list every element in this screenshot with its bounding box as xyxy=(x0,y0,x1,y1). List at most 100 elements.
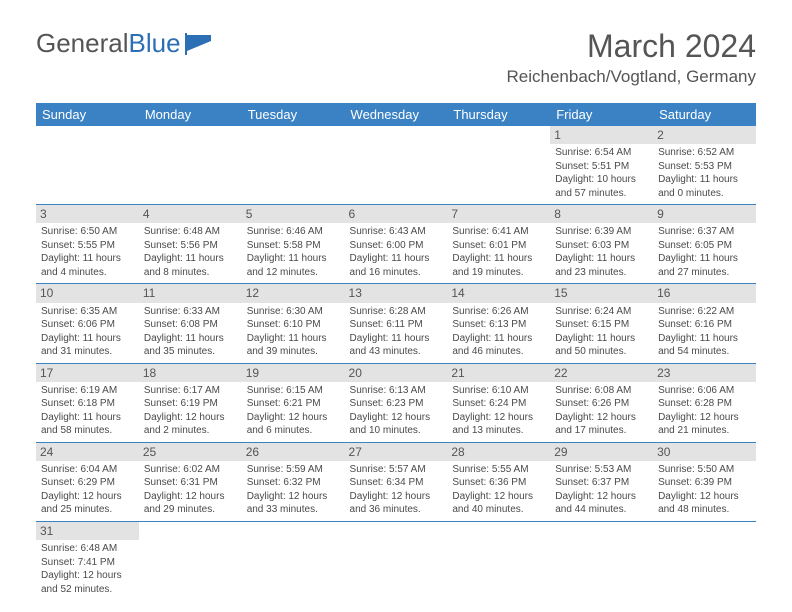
calendar-cell xyxy=(550,521,653,600)
logo: GeneralBlue xyxy=(36,28,213,59)
day-number: 3 xyxy=(36,205,139,223)
day-info: Sunrise: 6:13 AMSunset: 6:23 PMDaylight:… xyxy=(350,384,443,438)
calendar-cell: 23 Sunrise: 6:06 AMSunset: 6:28 PMDayligh… xyxy=(653,363,756,442)
day-number: 4 xyxy=(139,205,242,223)
calendar-cell: 21 Sunrise: 6:10 AMSunset: 6:24 PMDayligh… xyxy=(447,363,550,442)
day-info: Sunrise: 6:43 AMSunset: 6:00 PMDaylight:… xyxy=(350,225,443,279)
calendar-cell xyxy=(447,126,550,205)
day-header: Tuesday xyxy=(242,103,345,126)
day-info: Sunrise: 6:26 AMSunset: 6:13 PMDaylight:… xyxy=(452,305,545,359)
page-title: March 2024 xyxy=(507,28,757,65)
calendar-cell: 12Sunrise: 6:30 AMSunset: 6:10 PMDayligh… xyxy=(242,284,345,363)
calendar-cell xyxy=(242,126,345,205)
day-header: Sunday xyxy=(36,103,139,126)
day-number: 24 xyxy=(36,443,139,461)
day-number: 23 xyxy=(653,364,756,382)
day-header: Friday xyxy=(550,103,653,126)
calendar-cell xyxy=(447,521,550,600)
day-info: Sunrise: 6:48 AMSunset: 5:56 PMDaylight:… xyxy=(144,225,237,279)
day-info: Sunrise: 6:48 AMSunset: 7:41 PMDaylight:… xyxy=(41,542,134,596)
calendar-cell xyxy=(345,126,448,205)
day-info: Sunrise: 6:24 AMSunset: 6:15 PMDaylight:… xyxy=(555,305,648,359)
calendar-cell: 13Sunrise: 6:28 AMSunset: 6:11 PMDayligh… xyxy=(345,284,448,363)
day-number: 15 xyxy=(550,284,653,302)
day-info: Sunrise: 6:17 AMSunset: 6:19 PMDaylight:… xyxy=(144,384,237,438)
calendar-cell: 27 Sunrise: 5:57 AMSunset: 6:34 PMDayligh… xyxy=(345,442,448,521)
day-number: 16 xyxy=(653,284,756,302)
calendar-cell: 8 Sunrise: 6:39 AMSunset: 6:03 PMDaylight… xyxy=(550,205,653,284)
calendar-cell: 2 Sunrise: 6:52 AMSunset: 5:53 PMDaylight… xyxy=(653,126,756,205)
day-number: 2 xyxy=(653,126,756,144)
calendar-cell: 17 Sunrise: 6:19 AMSunset: 6:18 PMDayligh… xyxy=(36,363,139,442)
day-number: 18 xyxy=(139,364,242,382)
calendar-cell xyxy=(139,521,242,600)
logo-text-1: General xyxy=(36,28,129,59)
calendar-body: 1 Sunrise: 6:54 AMSunset: 5:51 PMDaylight… xyxy=(36,126,756,600)
day-info: Sunrise: 6:22 AMSunset: 6:16 PMDaylight:… xyxy=(658,305,751,359)
calendar-cell: 16 Sunrise: 6:22 AMSunset: 6:16 PMDayligh… xyxy=(653,284,756,363)
day-number: 29 xyxy=(550,443,653,461)
day-info: Sunrise: 5:57 AMSunset: 6:34 PMDaylight:… xyxy=(350,463,443,517)
day-info: Sunrise: 6:39 AMSunset: 6:03 PMDaylight:… xyxy=(555,225,648,279)
day-info: Sunrise: 6:33 AMSunset: 6:08 PMDaylight:… xyxy=(144,305,237,359)
calendar-cell: 3Sunrise: 6:50 AMSunset: 5:55 PMDaylight… xyxy=(36,205,139,284)
day-number: 1 xyxy=(550,126,653,144)
day-info: Sunrise: 5:59 AMSunset: 6:32 PMDaylight:… xyxy=(247,463,340,517)
day-info: Sunrise: 6:41 AMSunset: 6:01 PMDaylight:… xyxy=(452,225,545,279)
day-number: 31 xyxy=(36,522,139,540)
day-number: 28 xyxy=(447,443,550,461)
calendar-cell: 4 Sunrise: 6:48 AMSunset: 5:56 PMDaylight… xyxy=(139,205,242,284)
day-info: Sunrise: 6:54 AMSunset: 5:51 PMDaylight:… xyxy=(555,146,648,200)
day-info: Sunrise: 6:19 AMSunset: 6:18 PMDaylight:… xyxy=(41,384,134,438)
calendar-cell: 11 Sunrise: 6:33 AMSunset: 6:08 PMDayligh… xyxy=(139,284,242,363)
calendar-cell: 22 Sunrise: 6:08 AMSunset: 6:26 PMDayligh… xyxy=(550,363,653,442)
day-info: Sunrise: 5:55 AMSunset: 6:36 PMDaylight:… xyxy=(452,463,545,517)
calendar-cell: 10Sunrise: 6:35 AMSunset: 6:06 PMDayligh… xyxy=(36,284,139,363)
day-number: 8 xyxy=(550,205,653,223)
calendar-cell: 14Sunrise: 6:26 AMSunset: 6:13 PMDayligh… xyxy=(447,284,550,363)
day-info: Sunrise: 6:46 AMSunset: 5:58 PMDaylight:… xyxy=(247,225,340,279)
day-number: 5 xyxy=(242,205,345,223)
day-header: Saturday xyxy=(653,103,756,126)
day-number: 25 xyxy=(139,443,242,461)
calendar-cell xyxy=(36,126,139,205)
logo-flag-icon xyxy=(185,33,213,55)
calendar-cell: 5 Sunrise: 6:46 AMSunset: 5:58 PMDaylight… xyxy=(242,205,345,284)
calendar-cell: 28 Sunrise: 5:55 AMSunset: 6:36 PMDayligh… xyxy=(447,442,550,521)
day-number: 11 xyxy=(139,284,242,302)
logo-text-2: Blue xyxy=(129,28,181,59)
day-header: Monday xyxy=(139,103,242,126)
day-info: Sunrise: 6:04 AMSunset: 6:29 PMDaylight:… xyxy=(41,463,134,517)
day-info: Sunrise: 6:37 AMSunset: 6:05 PMDaylight:… xyxy=(658,225,751,279)
day-number: 22 xyxy=(550,364,653,382)
day-info: Sunrise: 6:10 AMSunset: 6:24 PMDaylight:… xyxy=(452,384,545,438)
title-block: March 2024 Reichenbach/Vogtland, Germany xyxy=(507,28,757,87)
day-info: Sunrise: 6:06 AMSunset: 6:28 PMDaylight:… xyxy=(658,384,751,438)
day-number: 30 xyxy=(653,443,756,461)
page-location: Reichenbach/Vogtland, Germany xyxy=(507,67,757,87)
calendar-head: SundayMondayTuesdayWednesdayThursdayFrid… xyxy=(36,103,756,126)
calendar-cell: 25 Sunrise: 6:02 AMSunset: 6:31 PMDayligh… xyxy=(139,442,242,521)
calendar-cell: 18 Sunrise: 6:17 AMSunset: 6:19 PMDayligh… xyxy=(139,363,242,442)
day-number: 17 xyxy=(36,364,139,382)
calendar-cell xyxy=(345,521,448,600)
day-info: Sunrise: 6:35 AMSunset: 6:06 PMDaylight:… xyxy=(41,305,134,359)
calendar-cell: 20Sunrise: 6:13 AMSunset: 6:23 PMDayligh… xyxy=(345,363,448,442)
calendar-cell xyxy=(653,521,756,600)
day-header: Thursday xyxy=(447,103,550,126)
day-info: Sunrise: 6:15 AMSunset: 6:21 PMDaylight:… xyxy=(247,384,340,438)
calendar-table: SundayMondayTuesdayWednesdayThursdayFrid… xyxy=(36,103,756,600)
day-number: 6 xyxy=(345,205,448,223)
day-info: Sunrise: 6:08 AMSunset: 6:26 PMDaylight:… xyxy=(555,384,648,438)
day-info: Sunrise: 6:02 AMSunset: 6:31 PMDaylight:… xyxy=(144,463,237,517)
day-info: Sunrise: 5:53 AMSunset: 6:37 PMDaylight:… xyxy=(555,463,648,517)
day-info: Sunrise: 6:52 AMSunset: 5:53 PMDaylight:… xyxy=(658,146,751,200)
day-number: 19 xyxy=(242,364,345,382)
calendar-cell: 1 Sunrise: 6:54 AMSunset: 5:51 PMDaylight… xyxy=(550,126,653,205)
calendar-cell: 7Sunrise: 6:41 AMSunset: 6:01 PMDaylight… xyxy=(447,205,550,284)
day-number: 21 xyxy=(447,364,550,382)
calendar-cell: 24 Sunrise: 6:04 AMSunset: 6:29 PMDayligh… xyxy=(36,442,139,521)
day-number: 27 xyxy=(345,443,448,461)
day-header: Wednesday xyxy=(345,103,448,126)
day-number: 26 xyxy=(242,443,345,461)
